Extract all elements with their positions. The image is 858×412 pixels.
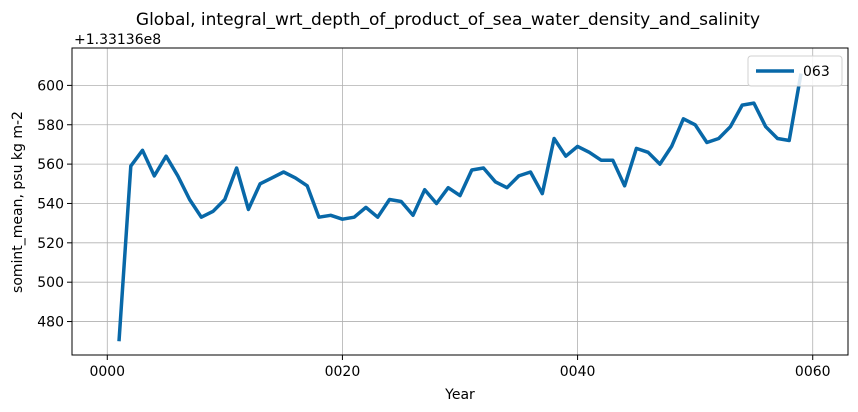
x-tick-label: 0040	[560, 364, 596, 380]
legend: 063	[747, 55, 843, 87]
y-tick-label: 580	[37, 118, 64, 134]
x-tick-label: 0060	[795, 364, 831, 380]
series-line-063	[117, 73, 803, 342]
grid-lines	[72, 48, 848, 355]
y-tick-label: 560	[37, 157, 64, 173]
plot-frame	[71, 47, 849, 356]
series-group	[117, 73, 803, 342]
y-ticks: 480 500 520 540 560 580 600	[37, 78, 72, 331]
x-tick-label: 0020	[325, 364, 361, 380]
y-offset-label: +1.33136e8	[74, 32, 161, 48]
legend-box	[747, 55, 843, 87]
x-tick-label: 0000	[89, 364, 125, 380]
x-ticks: 0000 0020 0040 0060	[89, 355, 831, 380]
y-tick-label: 520	[37, 236, 64, 252]
y-tick-label: 480	[37, 315, 64, 331]
y-axis-label: somint_mean, psu kg m-2	[10, 111, 26, 293]
y-tick-label: 600	[37, 78, 64, 94]
legend-label: 063	[803, 64, 830, 80]
chart-title: Global, integral_wrt_depth_of_product_of…	[136, 10, 760, 30]
x-axis-label: Year	[444, 387, 475, 403]
y-tick-label: 500	[37, 275, 64, 291]
y-tick-label: 540	[37, 196, 64, 212]
